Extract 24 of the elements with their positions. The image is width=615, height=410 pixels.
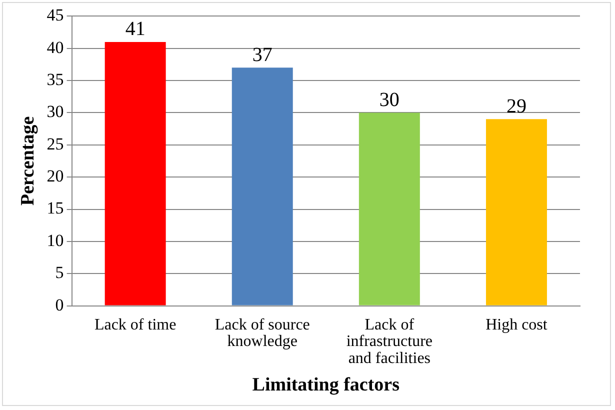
data-label: 29 bbox=[506, 95, 526, 118]
bar bbox=[104, 42, 166, 306]
y-tick-label: 15 bbox=[46, 198, 64, 218]
data-label: 37 bbox=[252, 44, 272, 66]
y-tick-label: 30 bbox=[46, 102, 64, 122]
x-tick-label: High cost bbox=[486, 316, 548, 334]
x-tick-label: Lack of time bbox=[94, 316, 176, 334]
y-tick-label: 0 bbox=[55, 295, 64, 314]
y-tick-label: 35 bbox=[46, 70, 64, 90]
y-tick-label: 10 bbox=[46, 230, 64, 250]
data-label: 41 bbox=[125, 18, 146, 40]
data-label: 30 bbox=[379, 88, 400, 111]
x-tick-label: Lack of source knowledge bbox=[214, 316, 310, 350]
y-tick-label: 20 bbox=[46, 166, 64, 186]
y-tick-label: 25 bbox=[46, 134, 64, 154]
bar bbox=[358, 112, 420, 306]
x-tick-label: Lack of infrastructure and facilities bbox=[346, 316, 433, 368]
y-tick-label: 5 bbox=[55, 263, 64, 282]
y-axis-title: Percentage bbox=[17, 116, 38, 206]
bar bbox=[232, 68, 293, 306]
y-tick-label: 40 bbox=[46, 38, 64, 57]
y-tick-label: 45 bbox=[46, 6, 64, 25]
bar bbox=[486, 119, 547, 306]
x-axis-title: Limitating factors bbox=[252, 374, 400, 396]
